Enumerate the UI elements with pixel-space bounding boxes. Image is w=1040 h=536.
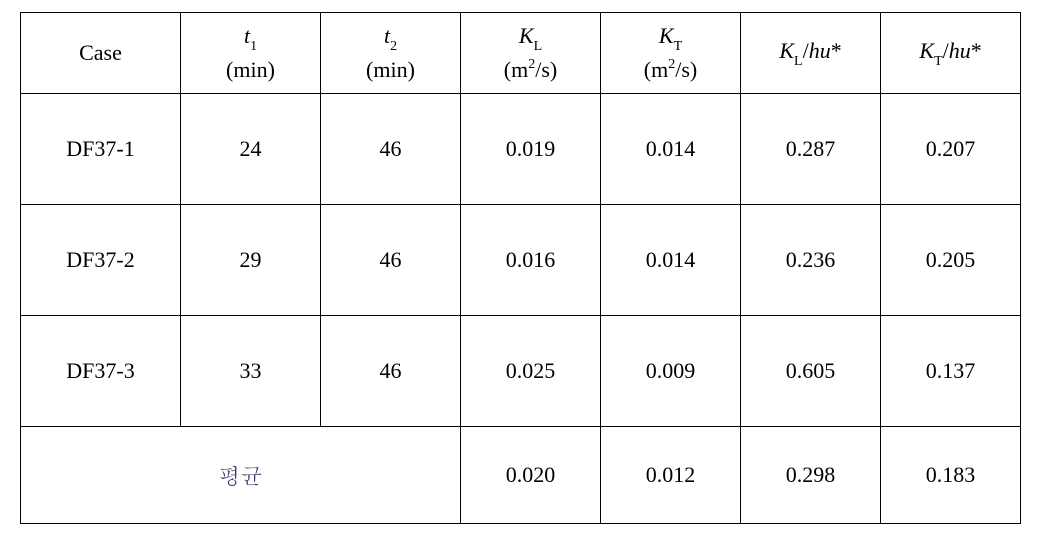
header-symbol: KL xyxy=(462,21,599,55)
cell-kt: 0.014 xyxy=(601,94,741,205)
cell-kt: 0.009 xyxy=(601,316,741,427)
cell-kthu: 0.207 xyxy=(881,94,1021,205)
table-row: DF37-2 29 46 0.016 0.014 0.236 0.205 xyxy=(21,205,1021,316)
col-header-kl-hu: KL/hu* xyxy=(741,13,881,94)
cell-t2: 46 xyxy=(321,205,461,316)
col-header-kt-hu: KT/hu* xyxy=(881,13,1021,94)
cell-t1: 29 xyxy=(181,205,321,316)
header-unit: (m2/s) xyxy=(462,55,599,85)
cell-t2: 46 xyxy=(321,316,461,427)
cell-t2: 46 xyxy=(321,94,461,205)
header-symbol: KT xyxy=(602,21,739,55)
data-table: Case t1 (min) t2 (min) KL (m2/s) KT (m2/… xyxy=(20,12,1021,524)
cell-klhu: 0.605 xyxy=(741,316,881,427)
cell-kthu: 0.137 xyxy=(881,316,1021,427)
cell-avg-klhu: 0.298 xyxy=(741,427,881,524)
table-header-row: Case t1 (min) t2 (min) KL (m2/s) KT (m2/… xyxy=(21,13,1021,94)
table-row: DF37-1 24 46 0.019 0.014 0.287 0.207 xyxy=(21,94,1021,205)
cell-t1: 24 xyxy=(181,94,321,205)
cell-t1: 33 xyxy=(181,316,321,427)
cell-klhu: 0.236 xyxy=(741,205,881,316)
cell-avg-kthu: 0.183 xyxy=(881,427,1021,524)
col-header-t1: t1 (min) xyxy=(181,13,321,94)
cell-avg-kt: 0.012 xyxy=(601,427,741,524)
header-symbol: t1 xyxy=(182,21,319,55)
cell-avg-kl: 0.020 xyxy=(461,427,601,524)
col-header-kt: KT (m2/s) xyxy=(601,13,741,94)
col-header-case: Case xyxy=(21,13,181,94)
cell-average-label: 평균 xyxy=(21,427,461,524)
header-text: Case xyxy=(22,38,179,68)
col-header-t2: t2 (min) xyxy=(321,13,461,94)
cell-case: DF37-1 xyxy=(21,94,181,205)
table-average-row: 평균 0.020 0.012 0.298 0.183 xyxy=(21,427,1021,524)
cell-klhu: 0.287 xyxy=(741,94,881,205)
header-unit: (m2/s) xyxy=(602,55,739,85)
table-row: DF37-3 33 46 0.025 0.009 0.605 0.137 xyxy=(21,316,1021,427)
cell-kl: 0.019 xyxy=(461,94,601,205)
cell-kthu: 0.205 xyxy=(881,205,1021,316)
header-unit: (min) xyxy=(322,55,459,85)
header-symbol: t2 xyxy=(322,21,459,55)
cell-kt: 0.014 xyxy=(601,205,741,316)
col-header-kl: KL (m2/s) xyxy=(461,13,601,94)
header-symbol: KT/hu* xyxy=(882,36,1019,70)
cell-case: DF37-2 xyxy=(21,205,181,316)
header-symbol: KL/hu* xyxy=(742,36,879,70)
cell-case: DF37-3 xyxy=(21,316,181,427)
header-unit: (min) xyxy=(182,55,319,85)
average-label-text: 평균 xyxy=(219,460,263,491)
cell-kl: 0.025 xyxy=(461,316,601,427)
cell-kl: 0.016 xyxy=(461,205,601,316)
